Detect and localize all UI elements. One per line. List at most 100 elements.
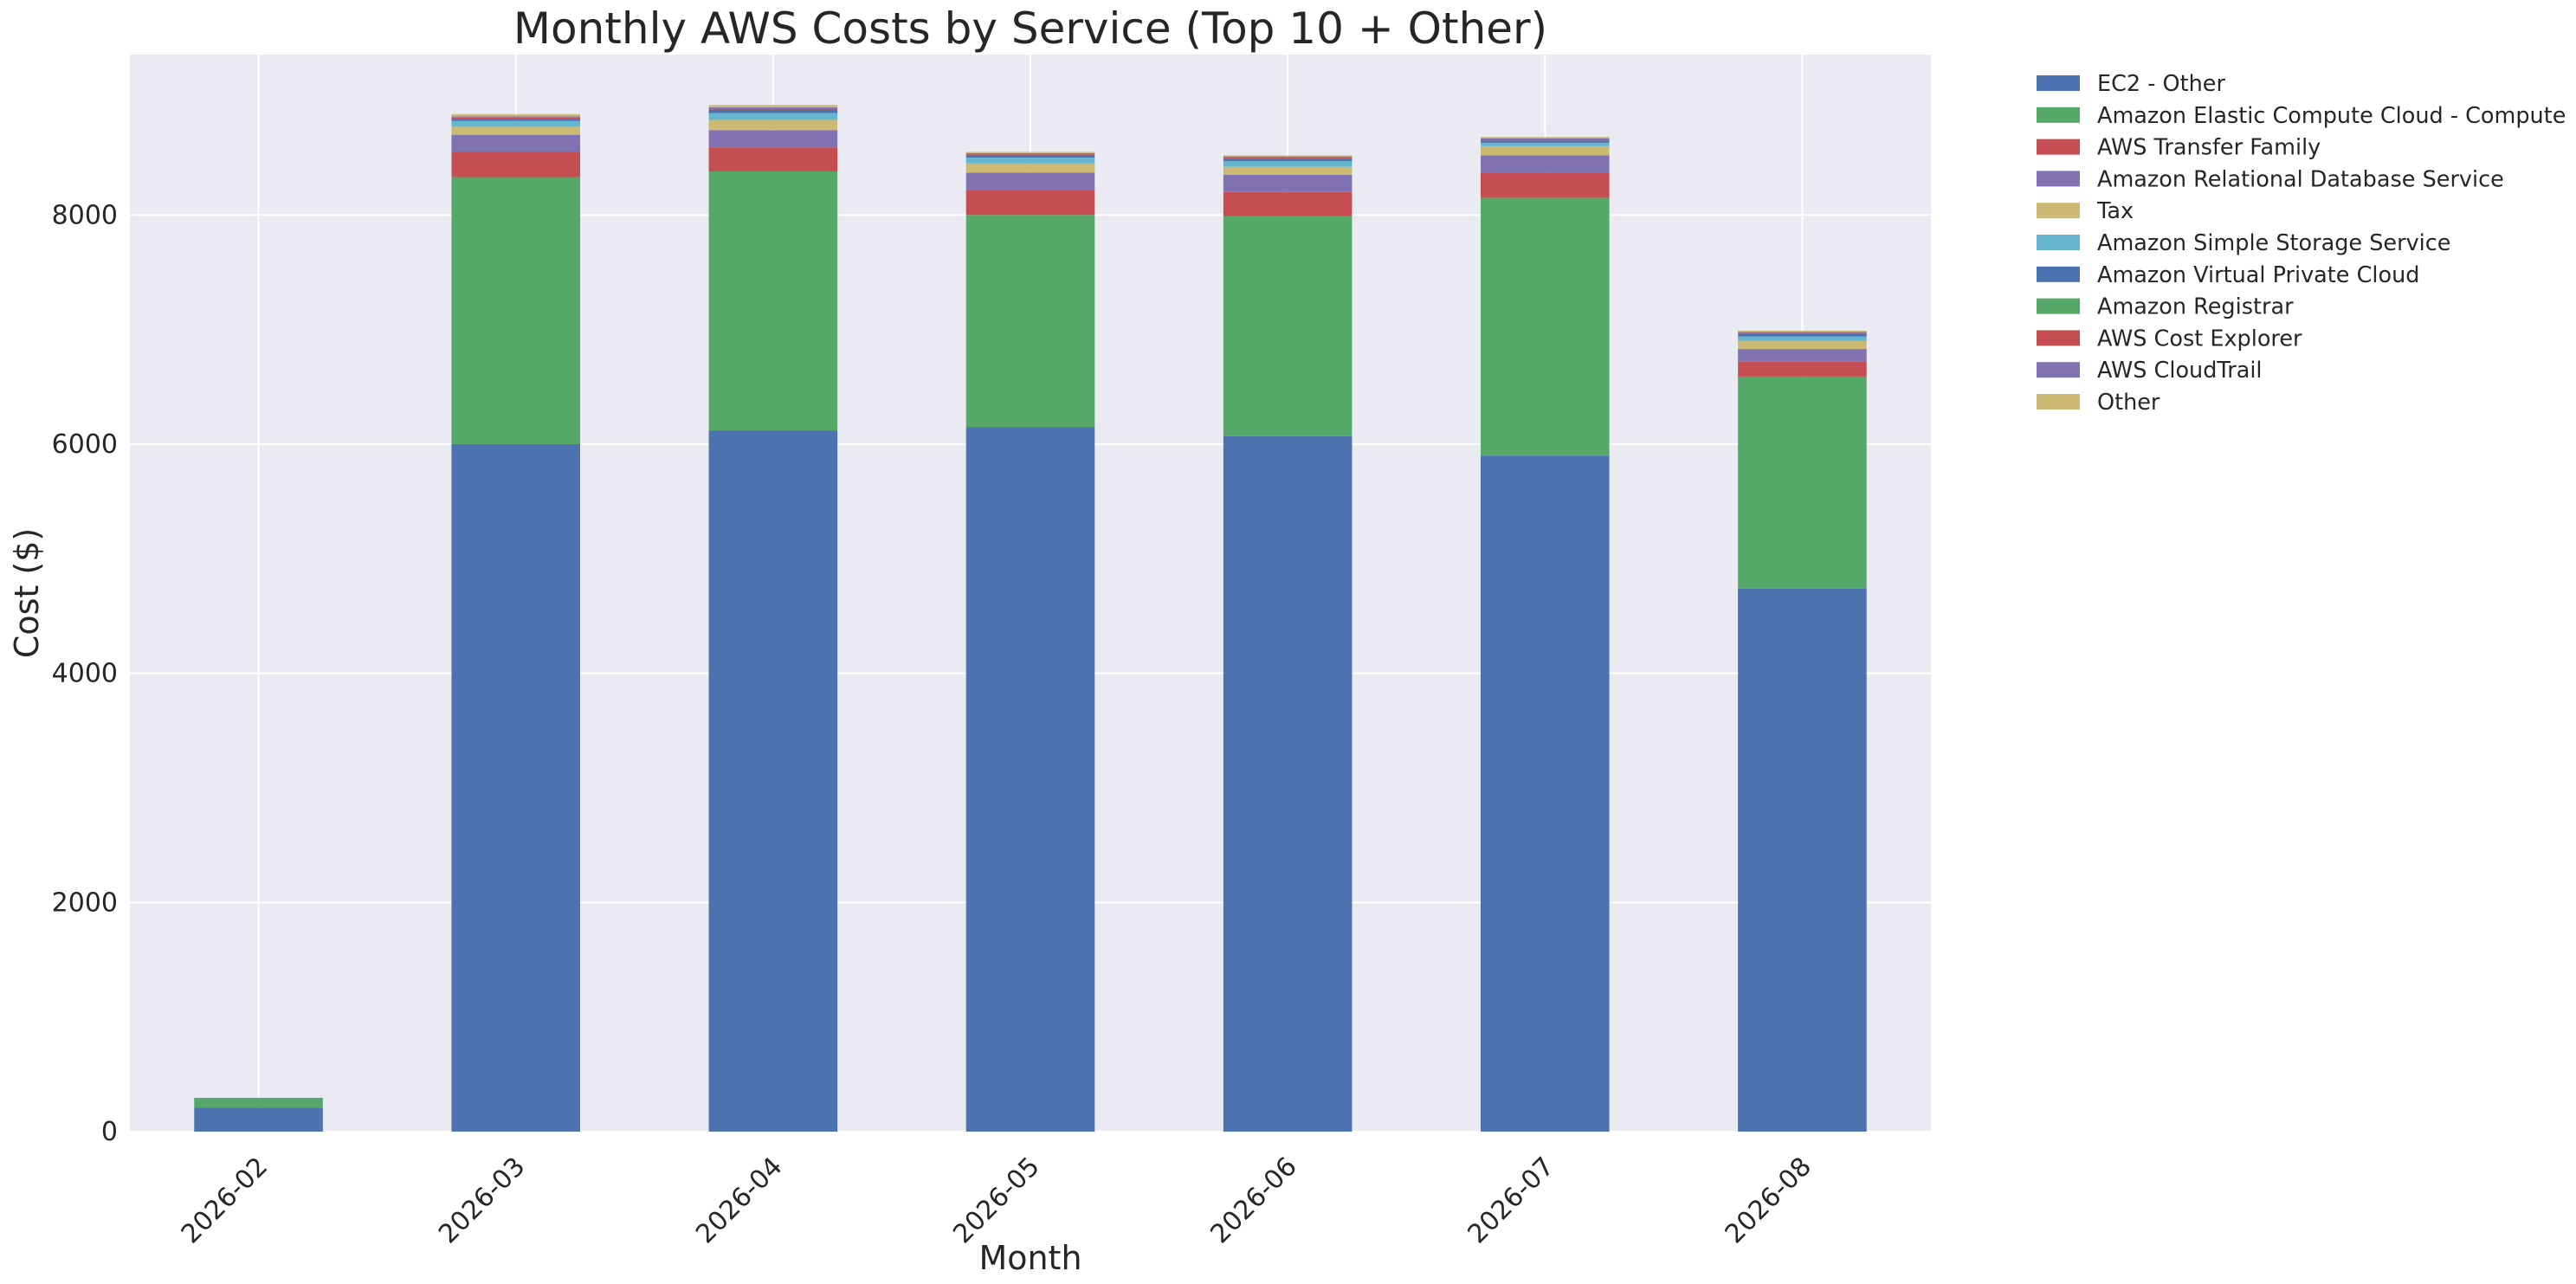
bar-segment-2026-03-9 bbox=[451, 116, 580, 118]
bar-segment-2026-07-0 bbox=[1481, 455, 1610, 1132]
bar-segment-2026-07-3 bbox=[1481, 155, 1610, 173]
legend-swatch bbox=[2037, 330, 2080, 346]
bar-segment-2026-04-10 bbox=[708, 105, 838, 107]
bar-segment-2026-06-3 bbox=[1223, 174, 1353, 192]
bar-segment-2026-03-5 bbox=[451, 120, 580, 127]
bar-segment-2026-05-5 bbox=[965, 158, 1095, 164]
bar-segment-2026-02-2 bbox=[194, 1099, 323, 1100]
bar-segment-2026-08-10 bbox=[1738, 330, 1867, 332]
x-tick-label: 2026-07 bbox=[1462, 1152, 1560, 1249]
bar-segment-2026-05-6 bbox=[965, 155, 1095, 158]
legend-label: AWS Cost Explorer bbox=[2097, 326, 2302, 352]
legend-label: AWS CloudTrail bbox=[2097, 358, 2263, 384]
legend-label: Amazon Elastic Compute Cloud - Compute bbox=[2097, 103, 2566, 129]
bar-segment-2026-04-3 bbox=[708, 130, 838, 148]
bar-segment-2026-02-0 bbox=[194, 1107, 323, 1132]
bar-segment-2026-06-6 bbox=[1223, 158, 1353, 162]
legend-swatch bbox=[2037, 298, 2080, 314]
bar-segment-2026-05-0 bbox=[965, 427, 1095, 1132]
legend: EC2 - Other Amazon Elastic Compute Cloud … bbox=[2037, 71, 2566, 416]
bar-segment-2026-05-3 bbox=[965, 172, 1095, 190]
bar-segment-2026-04-9 bbox=[708, 106, 838, 109]
chart-title: Monthly AWS Costs by Service (Top 10 + O… bbox=[513, 3, 1547, 54]
legend-label: Amazon Registrar bbox=[2097, 294, 2294, 320]
y-tick-label: 0 bbox=[101, 1117, 118, 1147]
legend-label: Tax bbox=[2096, 198, 2134, 224]
bar-segment-2026-06-5 bbox=[1223, 161, 1353, 167]
legend-swatch bbox=[2037, 171, 2080, 187]
x-tick-label: 2026-05 bbox=[947, 1152, 1045, 1249]
bar-segment-2026-06-4 bbox=[1223, 166, 1353, 175]
legend-label: Amazon Relational Database Service bbox=[2097, 166, 2504, 192]
bar-segment-2026-04-5 bbox=[708, 113, 838, 120]
legend-label: AWS Transfer Family bbox=[2097, 135, 2321, 161]
bar-segment-2026-03-4 bbox=[451, 126, 580, 135]
bar-segment-2026-07-5 bbox=[1481, 142, 1610, 146]
bar-segment-2026-03-2 bbox=[451, 152, 580, 177]
bar-segment-2026-08-3 bbox=[1738, 349, 1867, 362]
x-tick-label: 2026-02 bbox=[176, 1152, 274, 1249]
bar-segment-2026-04-8 bbox=[708, 108, 838, 110]
y-axis-label: Cost ($) bbox=[8, 528, 46, 658]
legend-swatch bbox=[2037, 75, 2080, 91]
x-axis-label: Month bbox=[978, 1239, 1081, 1277]
x-tick-label: 2026-06 bbox=[1204, 1152, 1302, 1249]
bar-segment-2026-02-7 bbox=[194, 1097, 323, 1099]
bar-segment-2026-07-6 bbox=[1481, 140, 1610, 143]
legend-swatch bbox=[2037, 362, 2080, 378]
bar-segment-2026-03-6 bbox=[451, 119, 580, 121]
bar-segment-2026-05-2 bbox=[965, 190, 1095, 216]
x-tick-label: 2026-03 bbox=[433, 1152, 531, 1249]
bar-segment-2026-06-1 bbox=[1223, 216, 1353, 436]
bar-segment-2026-08-8 bbox=[1738, 332, 1867, 334]
bar-segment-2026-03-0 bbox=[451, 443, 580, 1132]
y-tick-label: 4000 bbox=[52, 659, 118, 689]
bar-segment-2026-07-8 bbox=[1481, 139, 1610, 141]
legend-label: EC2 - Other bbox=[2097, 71, 2225, 97]
bar-segment-2026-02-1 bbox=[194, 1099, 323, 1108]
bar-segment-2026-08-2 bbox=[1738, 361, 1867, 377]
bar-segment-2026-08-0 bbox=[1738, 588, 1867, 1132]
legend-label: Amazon Virtual Private Cloud bbox=[2097, 262, 2419, 288]
bar-segment-2026-03-10 bbox=[451, 113, 580, 117]
y-tick-label: 2000 bbox=[52, 887, 118, 918]
x-tick-label: 2026-08 bbox=[1720, 1152, 1817, 1249]
bar-segment-2026-03-3 bbox=[451, 134, 580, 152]
bar-segment-2026-03-8 bbox=[451, 117, 580, 119]
bar-segment-2026-04-4 bbox=[708, 119, 838, 131]
x-axis-ticks: 2026-02 2026-03 2026-04 2026-05 2026-06 2026-… bbox=[176, 1152, 1817, 1249]
legend-swatch bbox=[2037, 266, 2080, 282]
bar-segment-2026-08-5 bbox=[1738, 336, 1867, 341]
bar-segment-2026-02-3 bbox=[194, 1098, 323, 1100]
bar-segment-2026-08-1 bbox=[1738, 376, 1867, 589]
bar-segment-2026-05-1 bbox=[965, 215, 1095, 428]
bar-segment-2026-07-1 bbox=[1481, 197, 1610, 456]
bar-segment-2026-04-1 bbox=[708, 171, 838, 431]
y-tick-label: 6000 bbox=[52, 429, 118, 460]
bar-segment-2026-04-0 bbox=[708, 430, 838, 1132]
bar-segment-2026-06-10 bbox=[1223, 155, 1353, 157]
bar-segment-2026-07-4 bbox=[1481, 145, 1610, 156]
legend-swatch bbox=[2037, 394, 2080, 410]
legend-swatch bbox=[2037, 235, 2080, 250]
legend-label: Other bbox=[2097, 390, 2160, 416]
legend-swatch bbox=[2037, 203, 2080, 219]
bar-segment-2026-06-9 bbox=[1223, 156, 1353, 158]
bar-segment-2026-04-6 bbox=[708, 109, 838, 113]
bar-segment-2026-04-2 bbox=[708, 147, 838, 171]
bar-segment-2026-06-2 bbox=[1223, 191, 1353, 216]
legend-swatch bbox=[2037, 106, 2080, 123]
bar-segment-2026-08-6 bbox=[1738, 333, 1867, 337]
bar-segment-2026-05-8 bbox=[965, 154, 1095, 156]
x-tick-label: 2026-04 bbox=[690, 1152, 788, 1249]
bar-segment-2026-08-4 bbox=[1738, 340, 1867, 350]
y-tick-label: 8000 bbox=[52, 200, 118, 230]
bar-segment-2026-06-0 bbox=[1223, 436, 1353, 1132]
legend-label: Amazon Simple Storage Service bbox=[2097, 230, 2450, 256]
bar-segment-2026-05-4 bbox=[965, 163, 1095, 173]
bar-segment-2026-03-1 bbox=[451, 177, 580, 444]
legend-swatch bbox=[2037, 139, 2080, 155]
bar-segment-2026-05-9 bbox=[965, 152, 1095, 155]
bars bbox=[194, 105, 1867, 1132]
